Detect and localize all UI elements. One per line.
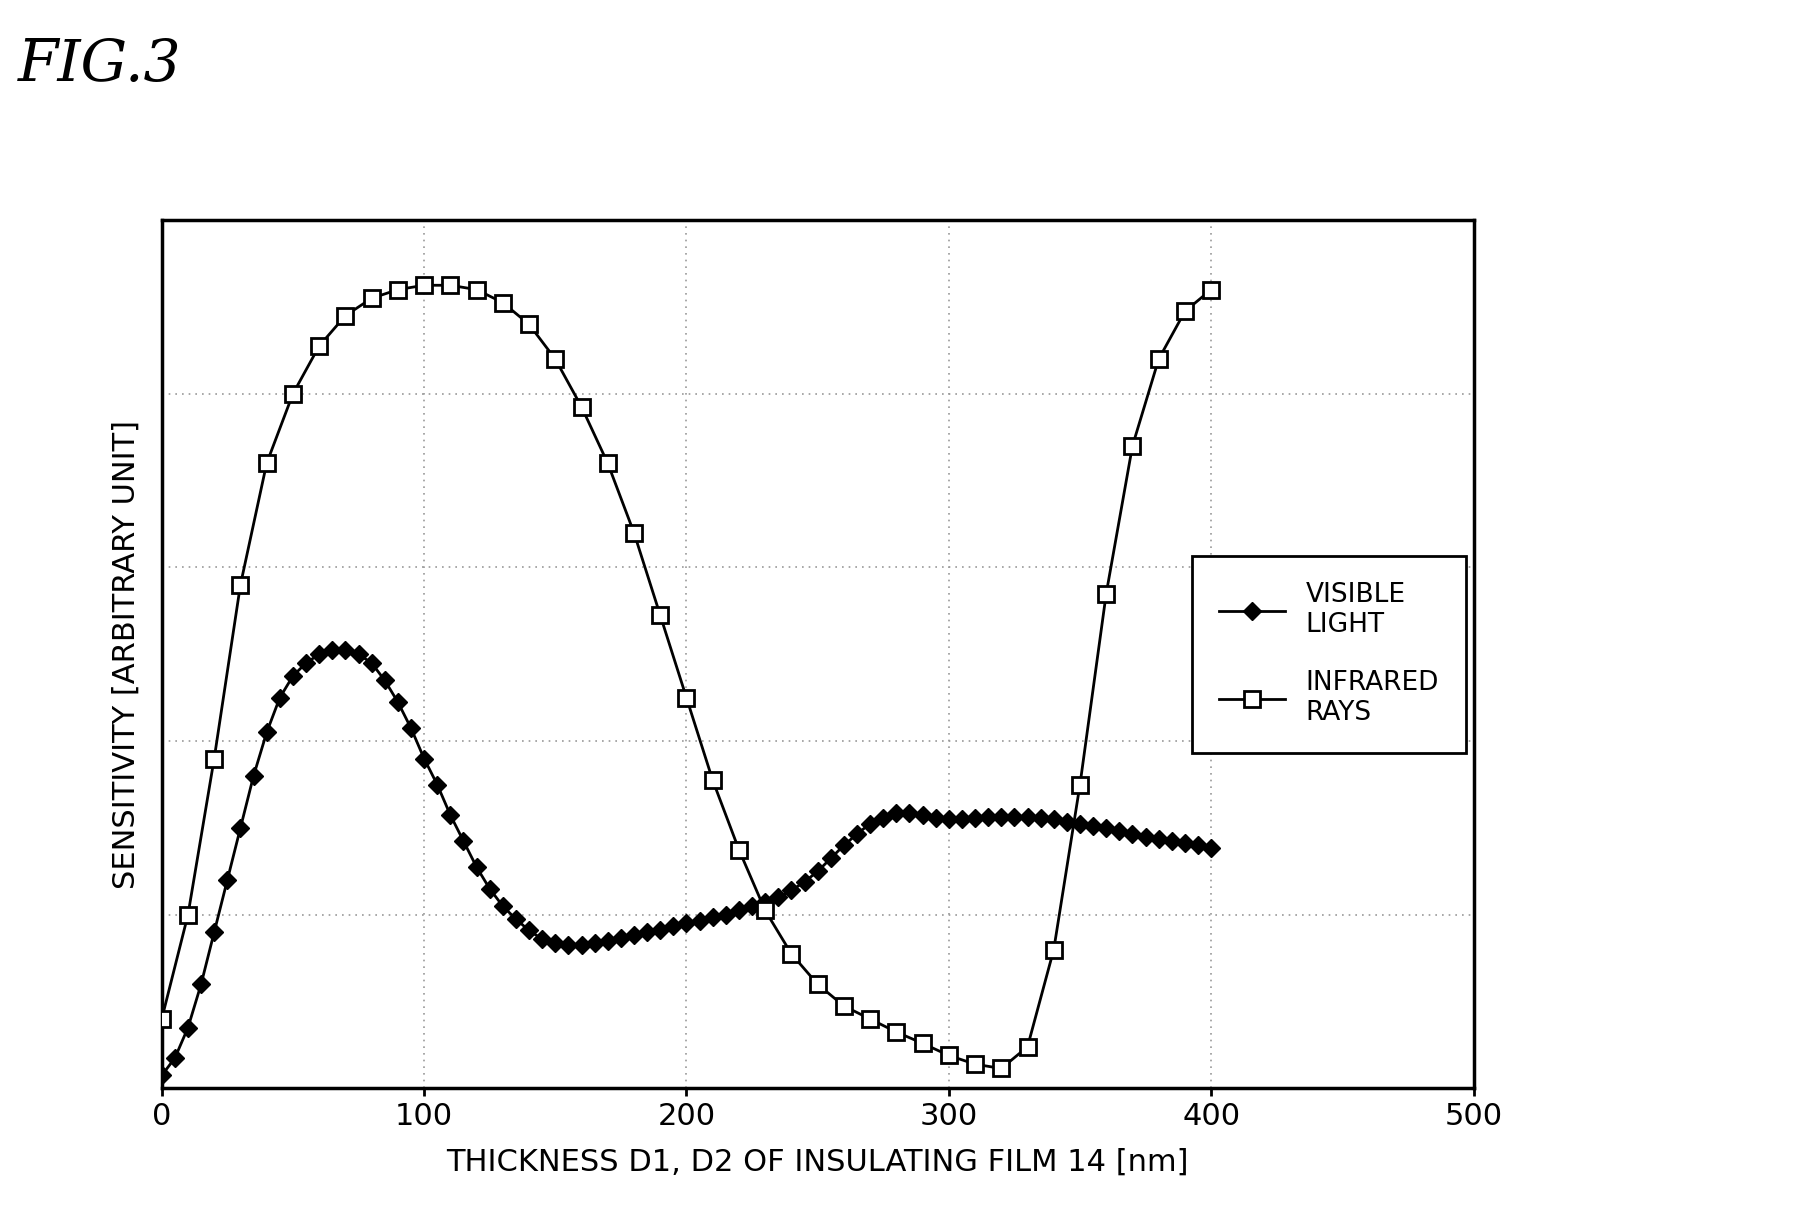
INFRARED
RAYS [859, 1011, 881, 1026]
INFRARED
RAYS [282, 386, 304, 401]
INFRARED
RAYS [649, 608, 670, 623]
VISIBLE
LIGHT [740, 899, 762, 914]
INFRARED
RAYS [834, 999, 855, 1014]
INFRARED
RAYS [386, 283, 408, 297]
Text: FIG.3: FIG.3 [18, 37, 181, 93]
X-axis label: THICKNESS D1, D2 OF INSULATING FILM 14 [nm]: THICKNESS D1, D2 OF INSULATING FILM 14 [… [446, 1147, 1190, 1177]
INFRARED
RAYS [440, 278, 462, 292]
INFRARED
RAYS [1096, 586, 1118, 600]
VISIBLE
LIGHT [938, 812, 960, 827]
INFRARED
RAYS [807, 977, 828, 992]
INFRARED
RAYS [676, 690, 697, 704]
INFRARED
RAYS [938, 1048, 960, 1063]
INFRARED
RAYS [178, 907, 199, 922]
INFRARED
RAYS [780, 947, 801, 961]
INFRARED
RAYS [361, 291, 383, 306]
INFRARED
RAYS [1017, 1040, 1039, 1054]
INFRARED
RAYS [911, 1036, 933, 1051]
VISIBLE
LIGHT [1109, 823, 1130, 838]
INFRARED
RAYS [728, 843, 749, 857]
INFRARED
RAYS [755, 903, 776, 917]
INFRARED
RAYS [230, 577, 252, 592]
INFRARED
RAYS [1042, 942, 1064, 956]
INFRARED
RAYS [309, 339, 331, 353]
INFRARED
RAYS [597, 456, 618, 471]
INFRARED
RAYS [886, 1025, 907, 1040]
Line: VISIBLE
LIGHT: VISIBLE LIGHT [156, 643, 1217, 1081]
INFRARED
RAYS [413, 278, 435, 292]
INFRARED
RAYS [1148, 352, 1170, 367]
INFRARED
RAYS [1173, 305, 1195, 319]
INFRARED
RAYS [203, 751, 225, 766]
INFRARED
RAYS [1069, 778, 1091, 793]
INFRARED
RAYS [703, 773, 724, 788]
Y-axis label: SENSITIVITY [ARBITRARY UNIT]: SENSITIVITY [ARBITRARY UNIT] [111, 419, 140, 889]
Legend: VISIBLE
LIGHT, INFRARED
RAYS: VISIBLE LIGHT, INFRARED RAYS [1193, 556, 1466, 752]
VISIBLE
LIGHT [322, 642, 343, 657]
INFRARED
RAYS [255, 456, 277, 471]
VISIBLE
LIGHT [1017, 810, 1039, 824]
VISIBLE
LIGHT [1069, 816, 1091, 830]
INFRARED
RAYS [151, 1011, 173, 1026]
INFRARED
RAYS [518, 317, 539, 331]
INFRARED
RAYS [465, 283, 487, 297]
INFRARED
RAYS [990, 1062, 1012, 1076]
VISIBLE
LIGHT [819, 851, 841, 866]
INFRARED
RAYS [1200, 283, 1222, 297]
VISIBLE
LIGHT [1200, 840, 1222, 855]
INFRARED
RAYS [544, 352, 566, 367]
INFRARED
RAYS [492, 295, 514, 309]
INFRARED
RAYS [1121, 439, 1143, 454]
VISIBLE
LIGHT [151, 1068, 173, 1082]
INFRARED
RAYS [965, 1057, 987, 1071]
INFRARED
RAYS [571, 400, 593, 415]
INFRARED
RAYS [624, 526, 645, 541]
INFRARED
RAYS [334, 308, 356, 323]
Line: INFRARED
RAYS: INFRARED RAYS [153, 276, 1220, 1076]
